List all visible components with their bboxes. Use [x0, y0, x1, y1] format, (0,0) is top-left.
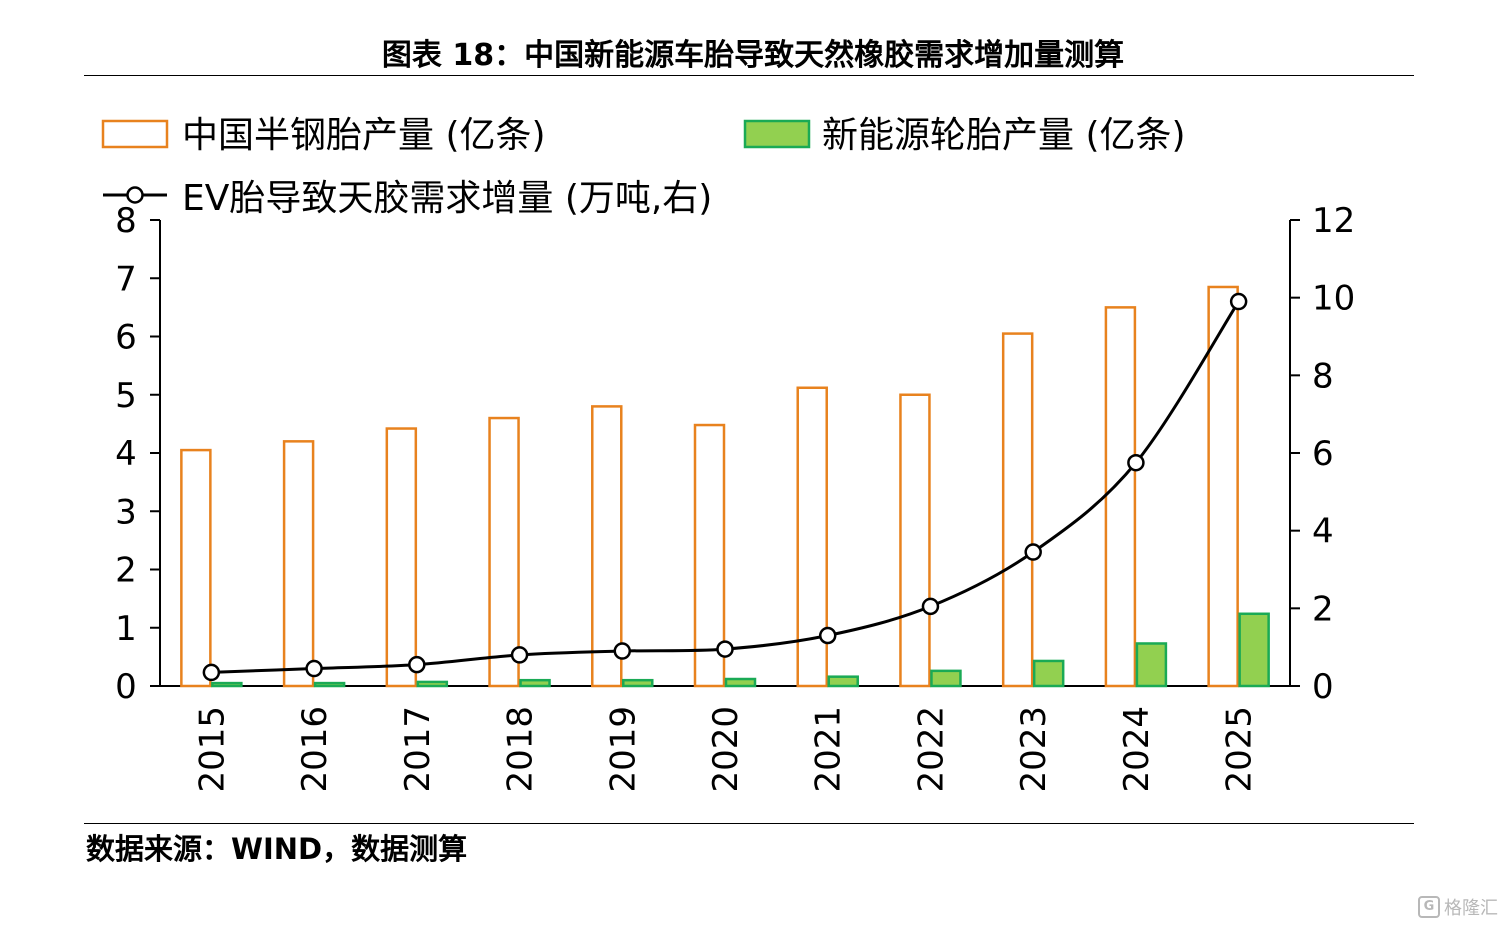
legend-swatch-ev-marker: [126, 186, 144, 204]
bar-semi-steel-2015: [180, 448, 212, 688]
ev-rubber-point-2016: [305, 659, 323, 678]
ev-rubber-point-2023: [1024, 543, 1042, 561]
watermark-text: 格隆汇: [1444, 898, 1498, 919]
right-tick-label: 10: [1312, 279, 1355, 319]
bar-nev-tire-2022: [930, 669, 962, 688]
x-tick-label: 2020: [706, 706, 746, 793]
bar-nev-tire-2024: [1135, 642, 1168, 688]
watermark: G 格隆汇: [1418, 894, 1498, 920]
right-tick-label: 4: [1312, 512, 1334, 552]
title-divider: [84, 75, 1414, 76]
bars: [180, 285, 1270, 688]
right-tick-label: 8: [1312, 356, 1334, 396]
bar-nev-tire-2020: [724, 677, 757, 688]
left-tick-label: 6: [115, 318, 137, 358]
bar-nev-tire-2018: [519, 678, 551, 688]
left-tick-label: 5: [115, 376, 137, 416]
line-series: [202, 292, 1248, 682]
watermark-logo-icon: G: [1418, 896, 1440, 918]
x-tick-label: 2024: [1117, 706, 1157, 793]
right-tick-label: 12: [1312, 201, 1355, 241]
x-tick-label: 2016: [295, 706, 335, 793]
x-tick-label: 2017: [398, 706, 438, 793]
bar-semi-steel-2025: [1207, 285, 1239, 688]
ev-rubber-point-2021: [818, 626, 837, 645]
x-tick-label: 2019: [603, 706, 643, 793]
x-axis: 2015 2016 2017 2018 2019 2020 2021 2022 2023 2024…: [160, 685, 1290, 793]
right-axis: 0 2 4 6 8 10 12: [1289, 201, 1355, 707]
legend-label-nev-tire: 新能源轮胎产量 (亿条): [822, 115, 1186, 156]
right-tick-label: 6: [1312, 434, 1334, 474]
left-tick-label: 1: [115, 609, 137, 649]
bar-nev-tire-2015: [211, 681, 243, 688]
bar-nev-tire-2025: [1238, 612, 1270, 688]
left-tick-label: 7: [115, 259, 137, 299]
ev-rubber-point-2019: [613, 642, 632, 660]
x-tick-label: 2018: [501, 706, 541, 793]
legend-swatch-nev-tire: [743, 119, 811, 149]
bar-nev-tire-2019: [622, 678, 654, 688]
left-axis: 0 1 2 3 4 5 6 7 8: [115, 201, 161, 707]
right-tick-label: 2: [1312, 589, 1334, 629]
bar-semi-steel-2019: [591, 405, 623, 688]
bar-nev-tire-2017: [416, 680, 449, 688]
ev-rubber-point-2018: [510, 646, 529, 664]
legend: 中国半钢胎产量 (亿条) 新能源轮胎产量 (亿条) EV胎导致天胶需求增量 (万吨,…: [101, 115, 1186, 219]
x-tick-label: 2015: [192, 706, 232, 793]
left-tick-label: 0: [115, 667, 137, 707]
bar-semi-steel-2018: [488, 416, 520, 688]
right-tick-label: 0: [1312, 667, 1334, 707]
ev-rubber-demand-line: [211, 300, 1240, 674]
chart-title: 图表 18：中国新能源车胎导致天然橡胶需求增加量测算: [381, 38, 1125, 73]
ev-rubber-point-2015: [202, 663, 221, 682]
legend-label-semi-steel: 中国半钢胎产量 (亿条): [182, 115, 546, 156]
bar-semi-steel-2022: [899, 393, 931, 688]
x-tick-label: 2021: [809, 706, 849, 793]
left-tick-label: 3: [115, 492, 137, 532]
left-tick-label: 8: [115, 201, 137, 241]
bar-semi-steel-2024: [1104, 306, 1137, 688]
ev-rubber-point-2017: [408, 655, 426, 674]
x-tick-label: 2022: [911, 706, 951, 793]
legend-label-ev-rubber: EV胎导致天胶需求增量 (万吨,右): [182, 178, 712, 219]
bar-semi-steel-2017: [385, 427, 418, 688]
ev-rubber-point-2020: [716, 640, 734, 658]
bar-semi-steel-2023: [1001, 332, 1034, 688]
ev-rubber-point-2025: [1229, 292, 1248, 311]
bar-nev-tire-2021: [827, 675, 859, 688]
source-note: 数据来源：WIND，数据测算: [86, 832, 468, 866]
ev-rubber-point-2022: [921, 597, 940, 616]
x-tick-label: 2025: [1220, 706, 1260, 793]
left-tick-label: 2: [115, 551, 137, 591]
ev-rubber-point-2024: [1127, 453, 1145, 472]
source-divider: [84, 823, 1414, 824]
bar-nev-tire-2023: [1032, 659, 1065, 688]
bar-semi-steel-2020: [693, 423, 726, 688]
bar-nev-tire-2016: [313, 681, 346, 688]
legend-swatch-semi-steel: [101, 119, 169, 149]
x-tick-label: 2023: [1014, 706, 1054, 793]
left-tick-label: 4: [115, 434, 137, 474]
bar-semi-steel-2016: [282, 440, 315, 688]
